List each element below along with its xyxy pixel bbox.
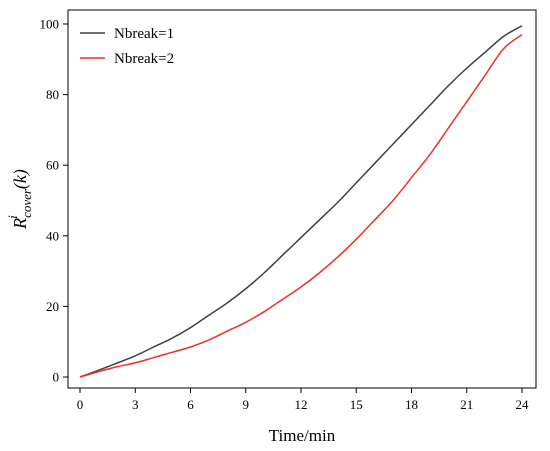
y-tick-label: 60 (46, 158, 59, 173)
y-axis-label: Rcover(k) i (5, 169, 34, 230)
series-lines (79, 25, 523, 378)
y-tick-label: 80 (46, 87, 59, 102)
y-tick-label: 0 (53, 370, 60, 385)
svg-text:Rcover(k): Rcover(k) (10, 169, 34, 230)
x-tick-label: 12 (295, 397, 308, 412)
x-tick-label: 15 (350, 397, 363, 412)
x-tick-label: 0 (77, 397, 84, 412)
y-label-arg: (k) (10, 169, 31, 189)
x-tick-label: 24 (516, 397, 530, 412)
y-axis-ticks: 0 20 40 60 80 100 (40, 17, 68, 385)
legend-label-2: Nbreak=2 (114, 51, 174, 67)
y-label-sup: i (5, 215, 20, 219)
x-tick-label: 3 (132, 397, 139, 412)
y-tick-label: 40 (46, 228, 59, 243)
legend: Nbreak=1 Nbreak=2 (80, 26, 174, 67)
x-tick-label: 18 (405, 397, 418, 412)
plot-frame (67, 9, 537, 389)
y-label-sub: cover (19, 188, 34, 218)
series-line-2 (79, 33, 523, 378)
y-tick-label: 100 (40, 17, 60, 32)
series-line-1 (79, 25, 523, 378)
x-axis-label: Time/min (269, 426, 336, 445)
x-tick-label: 21 (460, 397, 473, 412)
y-label-main: R (10, 218, 30, 230)
y-tick-label: 20 (46, 299, 59, 314)
x-axis-ticks: 0 3 6 9 12 15 18 21 24 (77, 388, 529, 412)
x-tick-label: 9 (243, 397, 250, 412)
legend-label-1: Nbreak=1 (114, 26, 174, 42)
x-tick-label: 6 (187, 397, 194, 412)
